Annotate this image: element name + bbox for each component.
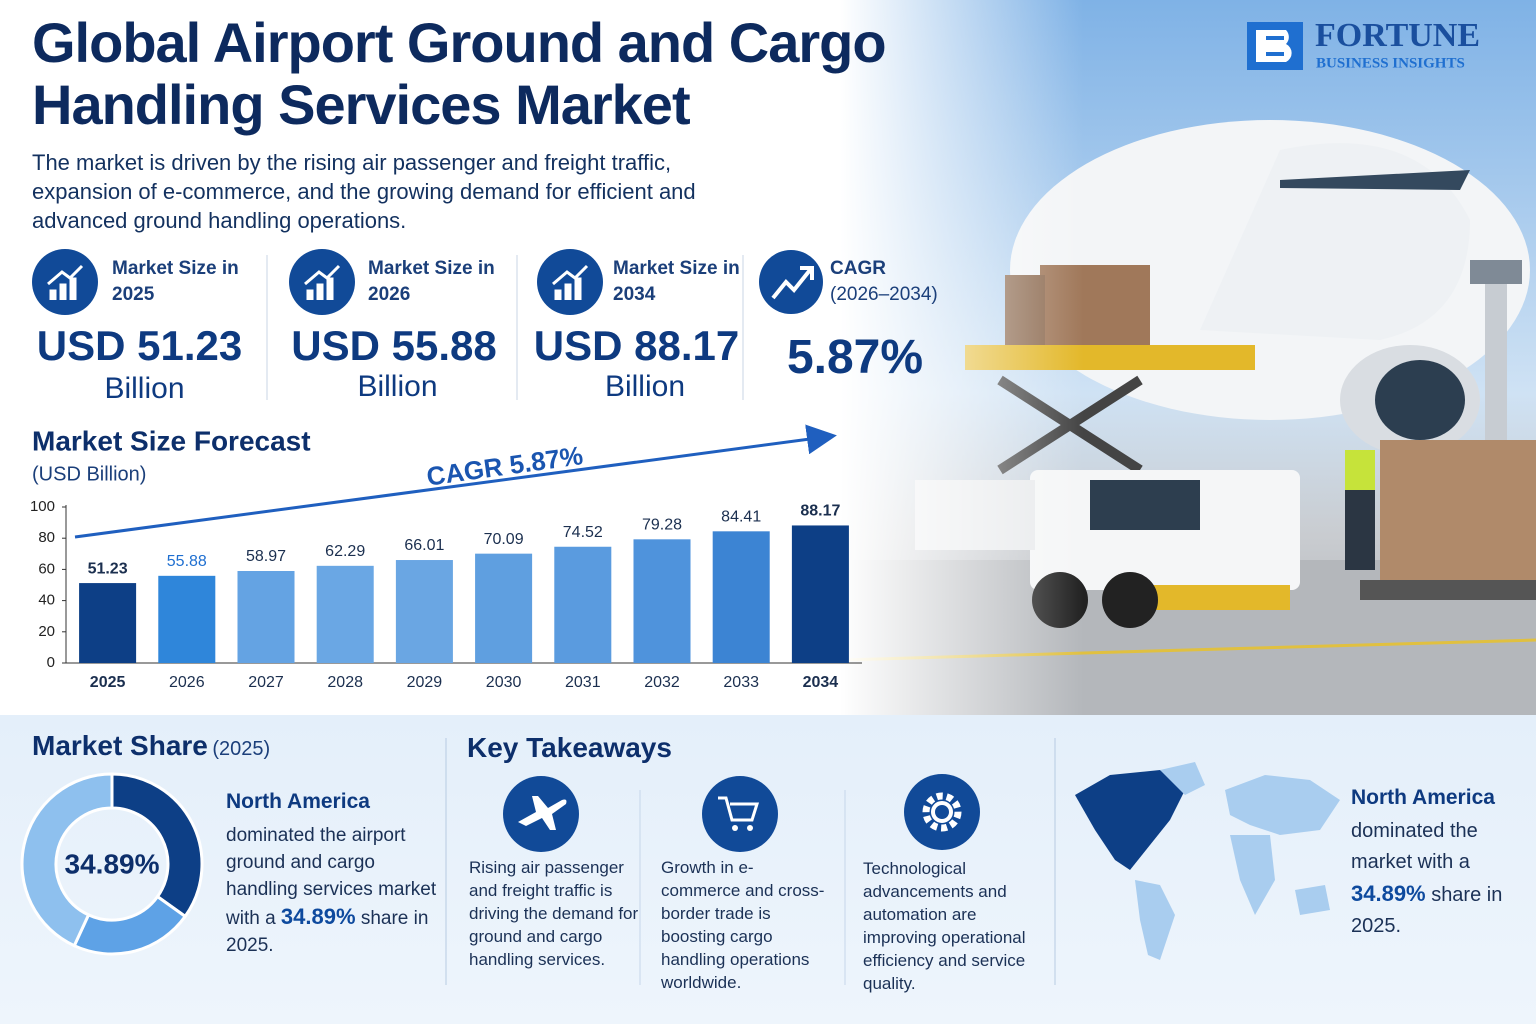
share-body: dominated the airport ground and cargo h… [226, 825, 437, 929]
value-label: 74.52 [563, 524, 603, 541]
bar [554, 546, 612, 663]
value-label: 88.17 [800, 503, 840, 520]
takeaway: Growth in e-commerce and cross-border tr… [661, 858, 825, 992]
takeaway: Technological advancements and automatio… [863, 859, 1026, 993]
y-tick-label: 40 [38, 592, 55, 609]
value-label: 84.41 [721, 509, 761, 526]
bar [158, 575, 216, 663]
bar [395, 560, 453, 663]
share-highlight: 34.89% [280, 904, 356, 929]
share-end: share in 2025. [226, 908, 429, 956]
stat-label: Market Size in 2026 [368, 258, 495, 305]
stat-icon [289, 249, 355, 315]
bottom-band [0, 715, 1536, 1024]
y-tick-label: 20 [38, 623, 55, 640]
value-label: 79.28 [642, 517, 682, 534]
donut-segment [110, 772, 204, 919]
x-tick-label: 2031 [565, 674, 601, 691]
share-subtitle: (2025) [212, 738, 271, 760]
bar [791, 525, 849, 663]
stat-value: USD 55.88 [291, 322, 497, 369]
bar [237, 571, 295, 663]
takeaway-icon [503, 776, 579, 852]
stat-value: 5.87% [786, 331, 924, 384]
logo-name: FORTUNE [1315, 17, 1480, 54]
chart-subtitle: (USD Billion) [32, 463, 146, 485]
airport-photo [839, 0, 1536, 715]
x-tick-label: 2033 [723, 674, 759, 691]
map-body: dominated the market with a [1351, 820, 1478, 873]
donut-segment [20, 772, 114, 948]
logo-mark [1247, 22, 1303, 70]
stat-label: Market Size in 2034 [613, 258, 740, 305]
bar [316, 565, 374, 663]
chart-title: Market Size Forecast [32, 425, 311, 456]
y-tick-label: 60 [38, 560, 55, 577]
share-title: Market Share [32, 730, 208, 761]
takeaway-icon [904, 774, 980, 850]
share-region: North America [226, 790, 370, 813]
logo-tagline: BUSINESS INSIGHTS [1316, 55, 1465, 71]
stat-value: USD 51.23 [36, 322, 243, 369]
y-tick-label: 100 [30, 498, 55, 515]
x-tick-label: 2026 [169, 674, 205, 691]
takeaways-title: Key Takeaways [467, 732, 672, 763]
x-tick-label: 2030 [486, 674, 522, 691]
stat-icon [759, 250, 823, 314]
x-tick-label: 2027 [248, 674, 284, 691]
stat-value: USD 88.17 [533, 322, 740, 369]
stat-icon [537, 249, 603, 315]
stat-label: Market Size in 2025 [112, 258, 239, 305]
stat-unit: Billion [357, 370, 438, 403]
takeaway: Rising air passenger and freight traffic… [469, 858, 639, 969]
value-label: 51.23 [88, 560, 128, 577]
map-highlight: 34.89% [1351, 881, 1426, 906]
bar [712, 531, 770, 663]
bar [633, 539, 691, 663]
x-tick-label: 2034 [803, 674, 839, 691]
page-title: Global Airport Ground and Cargo Handling… [32, 11, 887, 136]
bar [79, 583, 137, 663]
y-tick-label: 80 [38, 529, 55, 546]
x-tick-label: 2025 [90, 674, 126, 691]
intro: The market is driven by the rising air p… [32, 150, 696, 233]
x-tick-label: 2029 [407, 674, 443, 691]
stat-sublabel: (2026–2034) [830, 284, 938, 305]
share-heading: Market Share (2025) [32, 730, 270, 762]
world-map [1075, 762, 1340, 960]
share-text: dominated the airport ground and cargo h… [226, 822, 441, 959]
stat-unit: Billion [604, 370, 686, 403]
value-label: 62.29 [325, 543, 365, 560]
value-label: 55.88 [167, 553, 207, 570]
map-end: share in 2025. [1351, 884, 1503, 937]
value-label: 66.01 [404, 537, 444, 554]
cagr-arrow [74, 424, 837, 539]
donut-center-label: 34.89% [65, 848, 160, 879]
bar [475, 553, 533, 663]
cagr-annotation: CAGR 5.87% [425, 440, 585, 492]
stat-icon [32, 249, 98, 315]
x-tick-label: 2028 [327, 674, 363, 691]
stat-unit: Billion [104, 372, 185, 405]
map-region: North America [1351, 786, 1495, 809]
y-tick-label: 0 [47, 654, 55, 671]
value-label: 70.09 [484, 531, 524, 548]
x-tick-label: 2032 [644, 674, 680, 691]
takeaway-icon [702, 776, 778, 852]
stat-label: CAGR [830, 258, 886, 279]
map-text: dominated the market with a 34.89% share… [1351, 816, 1531, 942]
value-label: 58.97 [246, 548, 286, 565]
